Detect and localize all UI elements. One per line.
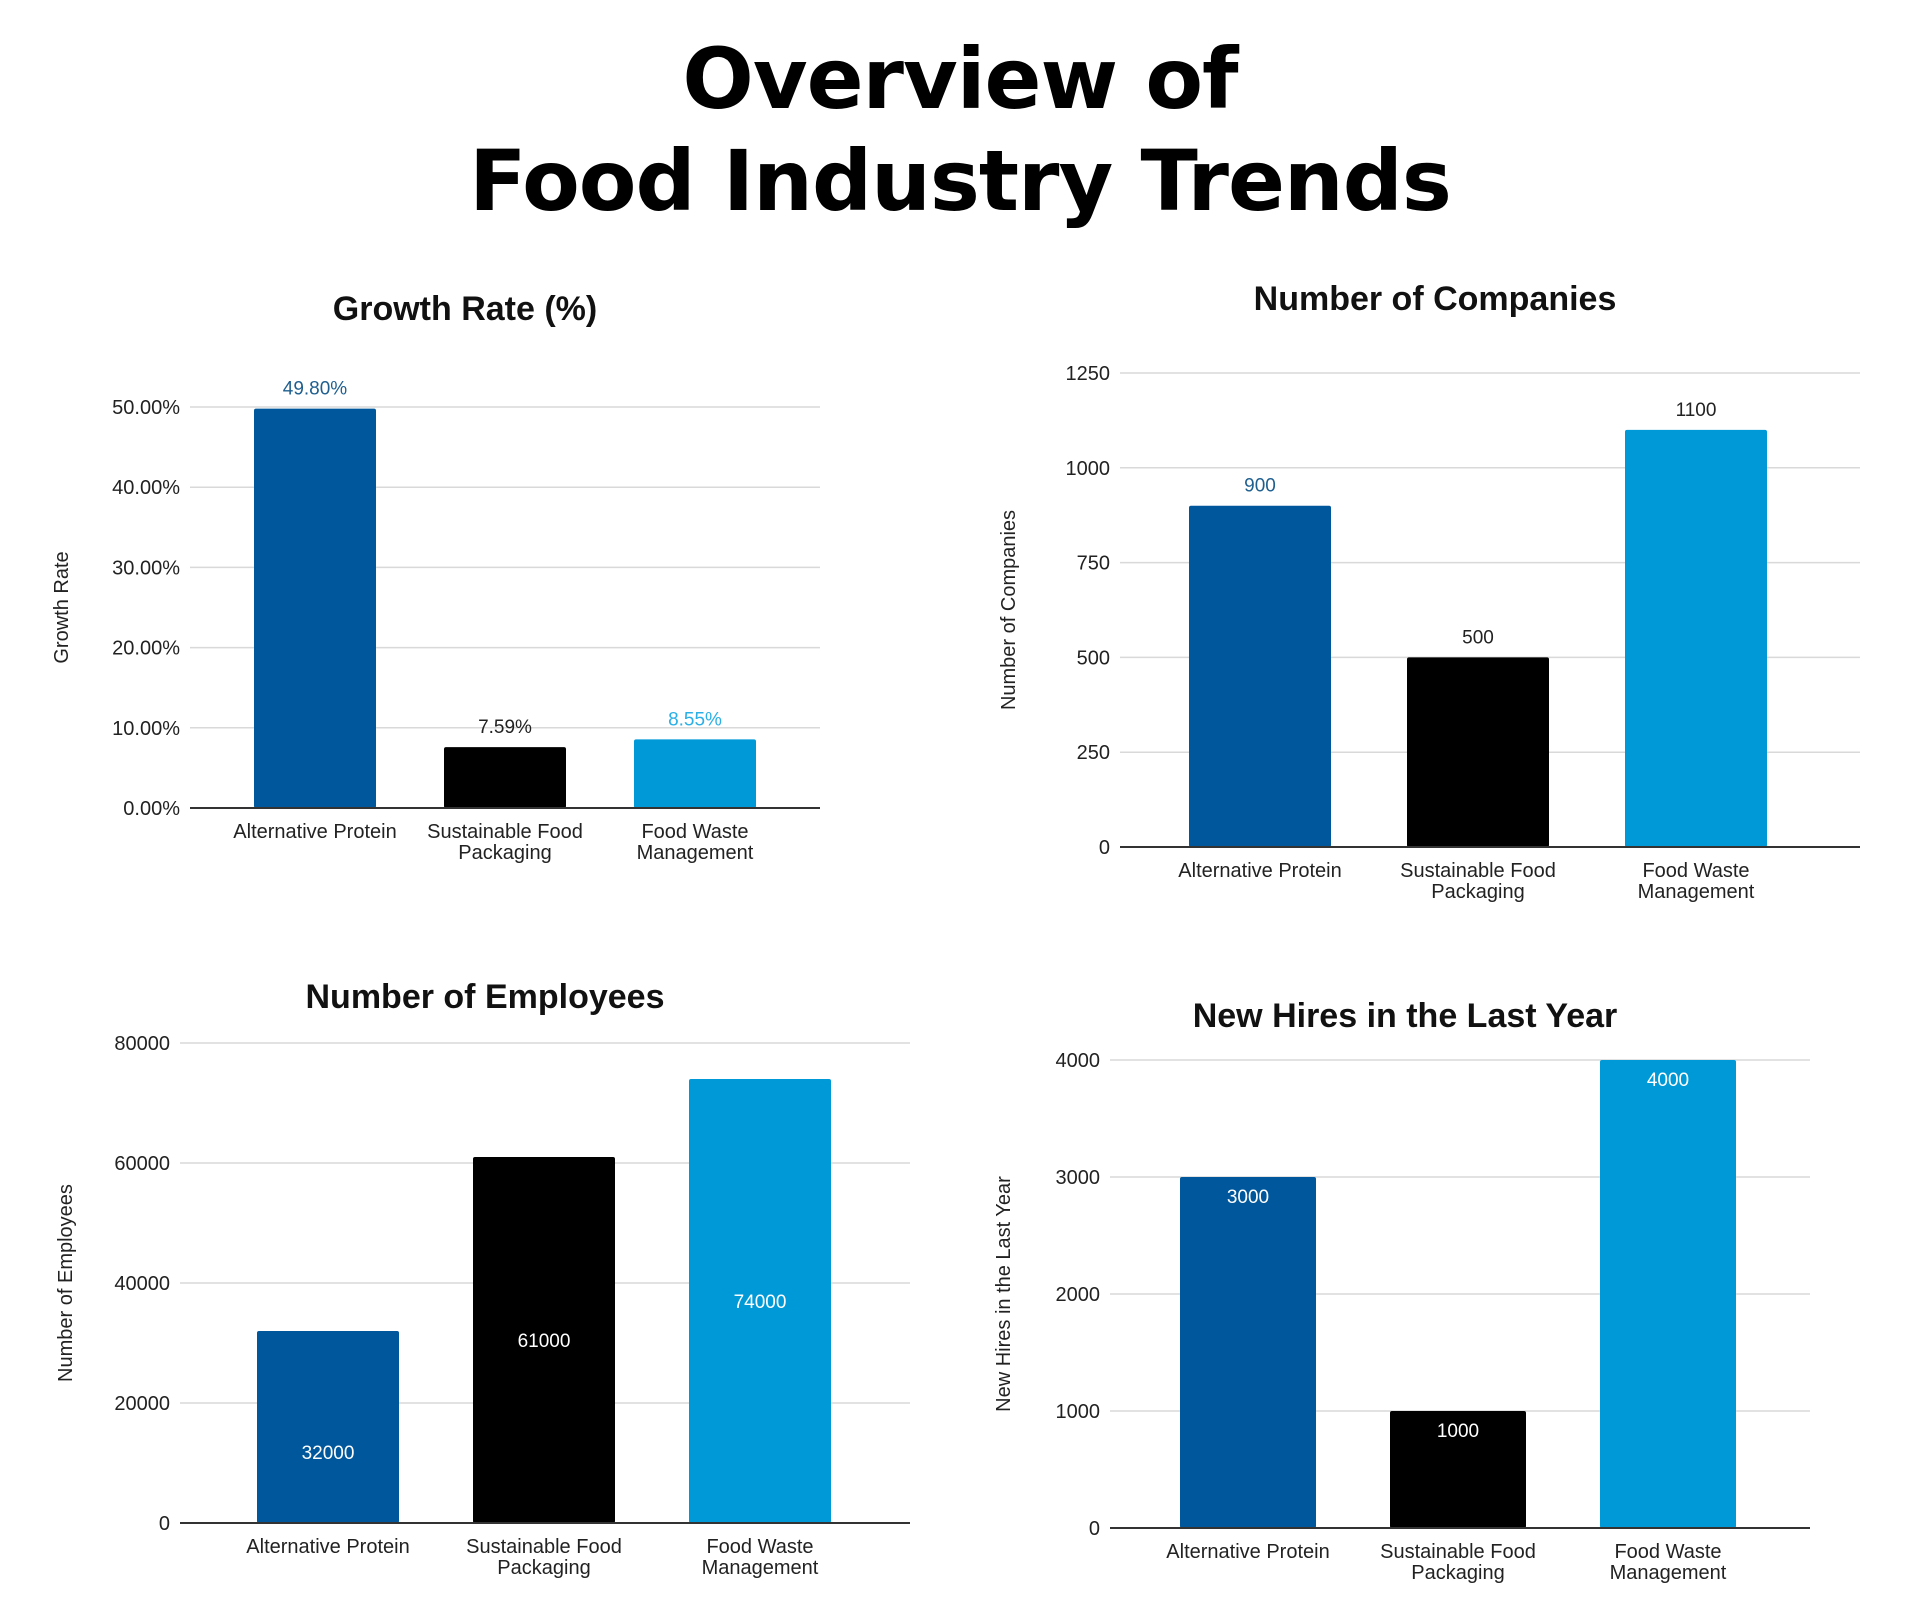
y-axis-label: Growth Rate bbox=[51, 551, 73, 663]
chart-title: Number of Companies bbox=[1254, 280, 1617, 318]
x-tick-label: Food Waste Management bbox=[637, 821, 754, 864]
bar bbox=[689, 1079, 831, 1523]
y-tick-label: 500 bbox=[1077, 647, 1110, 669]
data-label: 900 bbox=[1244, 476, 1276, 497]
y-tick-label: 80000 bbox=[114, 1033, 170, 1055]
y-tick-label: 3000 bbox=[1056, 1167, 1101, 1189]
data-label: 3000 bbox=[1227, 1187, 1269, 1208]
y-tick-label: 0.00% bbox=[123, 798, 180, 820]
data-label: 49.80% bbox=[283, 379, 348, 400]
bar bbox=[1600, 1060, 1736, 1528]
x-tick-label: Food Waste Management bbox=[1638, 860, 1755, 903]
y-tick-label: 0 bbox=[159, 1513, 170, 1535]
y-tick-label: 60000 bbox=[114, 1153, 170, 1175]
y-tick-label: 0 bbox=[1099, 837, 1110, 859]
data-label: 500 bbox=[1462, 627, 1494, 648]
y-tick-label: 20000 bbox=[114, 1393, 170, 1415]
data-label: 74000 bbox=[734, 1292, 787, 1313]
data-label: 1100 bbox=[1676, 400, 1717, 421]
y-tick-label: 40000 bbox=[114, 1273, 170, 1295]
data-label: 32000 bbox=[302, 1443, 355, 1464]
y-tick-label: 0 bbox=[1089, 1518, 1100, 1540]
x-tick-label: Alternative Protein bbox=[246, 1536, 409, 1558]
data-label: 61000 bbox=[518, 1331, 571, 1352]
data-label: 4000 bbox=[1647, 1070, 1689, 1091]
new-hires-chart: New Hires in the Last Year New Hires in t… bbox=[993, 997, 1810, 1584]
bar bbox=[1189, 505, 1331, 847]
x-tick-label: Sustainable Food Packaging bbox=[1380, 1541, 1536, 1584]
y-tick-label: 750 bbox=[1077, 553, 1110, 575]
x-tick-label: Food Waste Management bbox=[1610, 1541, 1727, 1584]
x-tick-label: Alternative Protein bbox=[1166, 1541, 1329, 1563]
y-axis-label: New Hires in the Last Year bbox=[993, 1176, 1015, 1412]
x-tick-label: Food Waste Management bbox=[702, 1536, 819, 1579]
y-tick-label: 1250 bbox=[1066, 363, 1111, 385]
number-of-companies-chart: Number of Companies Number of Companies 0 2… bbox=[998, 280, 1860, 903]
y-axis-label: Number of Employees bbox=[55, 1184, 77, 1382]
y-tick-label: 250 bbox=[1077, 742, 1110, 764]
growth-rate-chart: Growth Rate (%) Growth Rate 0.00% 10.00% 20.… bbox=[51, 290, 820, 864]
page-title: Overview of Food Industry Trends bbox=[0, 28, 1920, 232]
data-label: 7.59% bbox=[478, 717, 532, 738]
y-tick-label: 10.00% bbox=[112, 718, 180, 740]
chart-title: Growth Rate (%) bbox=[333, 290, 597, 328]
bar bbox=[1180, 1177, 1316, 1528]
x-tick-label: Sustainable Food Packaging bbox=[1400, 860, 1556, 903]
chart-title: Number of Employees bbox=[306, 978, 665, 1016]
bar bbox=[444, 747, 566, 808]
x-tick-label: Sustainable Food Packaging bbox=[427, 821, 583, 864]
bar bbox=[1625, 429, 1767, 847]
chart-title: New Hires in the Last Year bbox=[1193, 997, 1618, 1035]
y-tick-label: 50.00% bbox=[112, 397, 180, 419]
data-label: 1000 bbox=[1437, 1421, 1479, 1442]
y-tick-label: 40.00% bbox=[112, 477, 180, 499]
y-tick-label: 1000 bbox=[1056, 1401, 1101, 1423]
bar bbox=[257, 1331, 399, 1523]
bar bbox=[1407, 657, 1549, 847]
bar bbox=[473, 1157, 615, 1523]
bar bbox=[634, 739, 756, 808]
y-axis-label: Number of Companies bbox=[998, 510, 1020, 710]
page-title-line-2: Food Industry Trends bbox=[469, 132, 1452, 230]
bar bbox=[1390, 1411, 1526, 1528]
y-tick-label: 2000 bbox=[1056, 1284, 1101, 1306]
x-tick-label: Alternative Protein bbox=[1178, 860, 1341, 882]
x-tick-label: Alternative Protein bbox=[233, 821, 396, 843]
y-tick-label: 1000 bbox=[1066, 458, 1111, 480]
y-tick-label: 30.00% bbox=[112, 557, 180, 579]
data-label: 8.55% bbox=[668, 709, 722, 730]
bar bbox=[254, 408, 376, 808]
page-title-line-1: Overview of bbox=[682, 30, 1238, 128]
y-tick-label: 20.00% bbox=[112, 638, 180, 660]
number-of-employees-chart: Number of Employees Number of Employees 0 2… bbox=[55, 978, 910, 1579]
x-tick-label: Sustainable Food Packaging bbox=[466, 1536, 622, 1579]
y-tick-label: 4000 bbox=[1056, 1050, 1101, 1072]
